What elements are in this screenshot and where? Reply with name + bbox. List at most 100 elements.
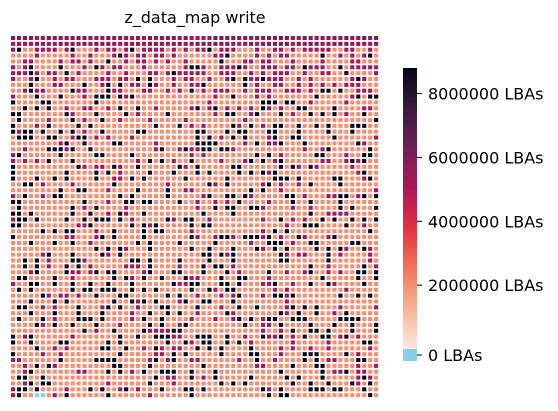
heatmap-cell bbox=[22, 117, 28, 123]
heatmap-cell bbox=[16, 393, 22, 398]
heatmap-cell bbox=[320, 117, 325, 123]
heatmap-cell bbox=[100, 147, 105, 152]
heatmap-cell bbox=[368, 299, 373, 304]
heatmap-cell bbox=[356, 65, 361, 70]
heatmap-cell bbox=[332, 194, 337, 199]
heatmap-cell bbox=[219, 223, 224, 228]
heatmap-cell bbox=[70, 188, 75, 193]
heatmap-cell bbox=[219, 47, 224, 52]
heatmap-cell bbox=[118, 188, 123, 193]
heatmap-cell bbox=[34, 340, 39, 345]
heatmap-cell bbox=[171, 387, 176, 392]
heatmap-cell bbox=[284, 246, 289, 251]
heatmap-cell bbox=[76, 387, 81, 392]
heatmap-cell bbox=[64, 141, 69, 146]
heatmap-cell bbox=[52, 129, 57, 134]
heatmap-cell bbox=[243, 252, 248, 257]
heatmap-cell bbox=[147, 82, 153, 87]
heatmap-cell bbox=[362, 100, 367, 105]
heatmap-cell bbox=[374, 36, 379, 41]
heatmap-cell bbox=[11, 135, 16, 140]
heatmap-cell bbox=[189, 182, 194, 187]
heatmap-cell bbox=[284, 123, 289, 128]
heatmap-cell bbox=[11, 317, 16, 322]
heatmap-cell bbox=[177, 106, 182, 111]
heatmap-cell bbox=[22, 112, 28, 117]
heatmap-cell bbox=[195, 88, 200, 93]
heatmap-cell bbox=[308, 164, 313, 169]
heatmap-cell bbox=[58, 164, 63, 169]
heatmap-cell bbox=[278, 299, 283, 304]
heatmap-cell bbox=[183, 328, 188, 333]
heatmap-cell bbox=[255, 352, 260, 357]
heatmap-cell bbox=[302, 211, 307, 216]
heatmap-cell bbox=[40, 36, 45, 41]
heatmap-cell bbox=[124, 76, 129, 82]
heatmap-cell bbox=[130, 369, 135, 374]
heatmap-cell bbox=[11, 276, 16, 281]
heatmap-cell bbox=[112, 358, 117, 363]
heatmap-cell bbox=[94, 393, 99, 398]
heatmap-cell bbox=[171, 129, 176, 134]
heatmap-cell bbox=[16, 229, 22, 234]
heatmap-cell bbox=[302, 170, 307, 175]
heatmap-cell bbox=[52, 346, 57, 351]
heatmap-cell bbox=[272, 170, 278, 175]
heatmap-cell bbox=[141, 363, 147, 368]
heatmap-cell bbox=[344, 246, 349, 251]
heatmap-cell bbox=[141, 270, 147, 275]
heatmap-cell bbox=[147, 276, 153, 281]
heatmap-cell bbox=[260, 176, 266, 181]
heatmap-cell bbox=[130, 264, 135, 269]
heatmap-cell bbox=[314, 223, 319, 228]
heatmap-cell bbox=[159, 358, 164, 363]
heatmap-cell bbox=[124, 223, 129, 228]
heatmap-cell bbox=[46, 112, 51, 117]
heatmap-cell bbox=[278, 123, 283, 128]
heatmap-cell bbox=[332, 106, 337, 111]
heatmap-cell bbox=[64, 36, 69, 41]
heatmap-cell bbox=[52, 205, 57, 210]
heatmap-cell bbox=[28, 317, 33, 322]
heatmap-cell bbox=[332, 252, 337, 257]
heatmap-cell bbox=[64, 65, 69, 70]
heatmap-cell bbox=[165, 65, 170, 70]
heatmap-cell bbox=[58, 258, 63, 263]
heatmap-cell bbox=[266, 223, 272, 228]
heatmap-cell bbox=[213, 211, 218, 216]
heatmap-cell bbox=[344, 328, 349, 333]
heatmap-cell bbox=[249, 141, 254, 146]
heatmap-cell bbox=[284, 158, 289, 163]
heatmap-cell bbox=[94, 276, 99, 281]
heatmap-cell bbox=[213, 305, 218, 310]
heatmap-cell bbox=[112, 112, 117, 117]
heatmap-cell bbox=[320, 311, 325, 316]
heatmap-cell bbox=[284, 65, 289, 70]
heatmap-cell bbox=[290, 328, 295, 333]
heatmap-cell bbox=[94, 311, 99, 316]
heatmap-cell bbox=[16, 317, 22, 322]
heatmap-cell bbox=[52, 252, 57, 257]
heatmap-cell bbox=[344, 346, 349, 351]
heatmap-cell bbox=[100, 293, 105, 298]
heatmap-cell bbox=[11, 129, 16, 134]
heatmap-cell bbox=[159, 59, 164, 64]
heatmap-cell bbox=[350, 147, 355, 152]
heatmap-cell bbox=[195, 258, 200, 263]
heatmap-cell bbox=[22, 387, 28, 392]
heatmap-cell bbox=[290, 299, 295, 304]
heatmap-cell bbox=[266, 363, 272, 368]
heatmap-cell bbox=[266, 340, 272, 345]
heatmap-cell bbox=[350, 240, 355, 245]
heatmap-cell bbox=[22, 375, 28, 380]
heatmap-cell bbox=[374, 117, 379, 123]
heatmap-cell bbox=[124, 299, 129, 304]
heatmap-cell bbox=[70, 82, 75, 87]
heatmap-cell bbox=[302, 322, 307, 327]
heatmap-cell bbox=[237, 281, 242, 286]
heatmap-cell bbox=[124, 176, 129, 181]
heatmap-cell bbox=[362, 88, 367, 93]
heatmap-cell bbox=[225, 223, 230, 228]
heatmap-cell bbox=[231, 205, 236, 210]
heatmap-cell bbox=[141, 199, 147, 204]
